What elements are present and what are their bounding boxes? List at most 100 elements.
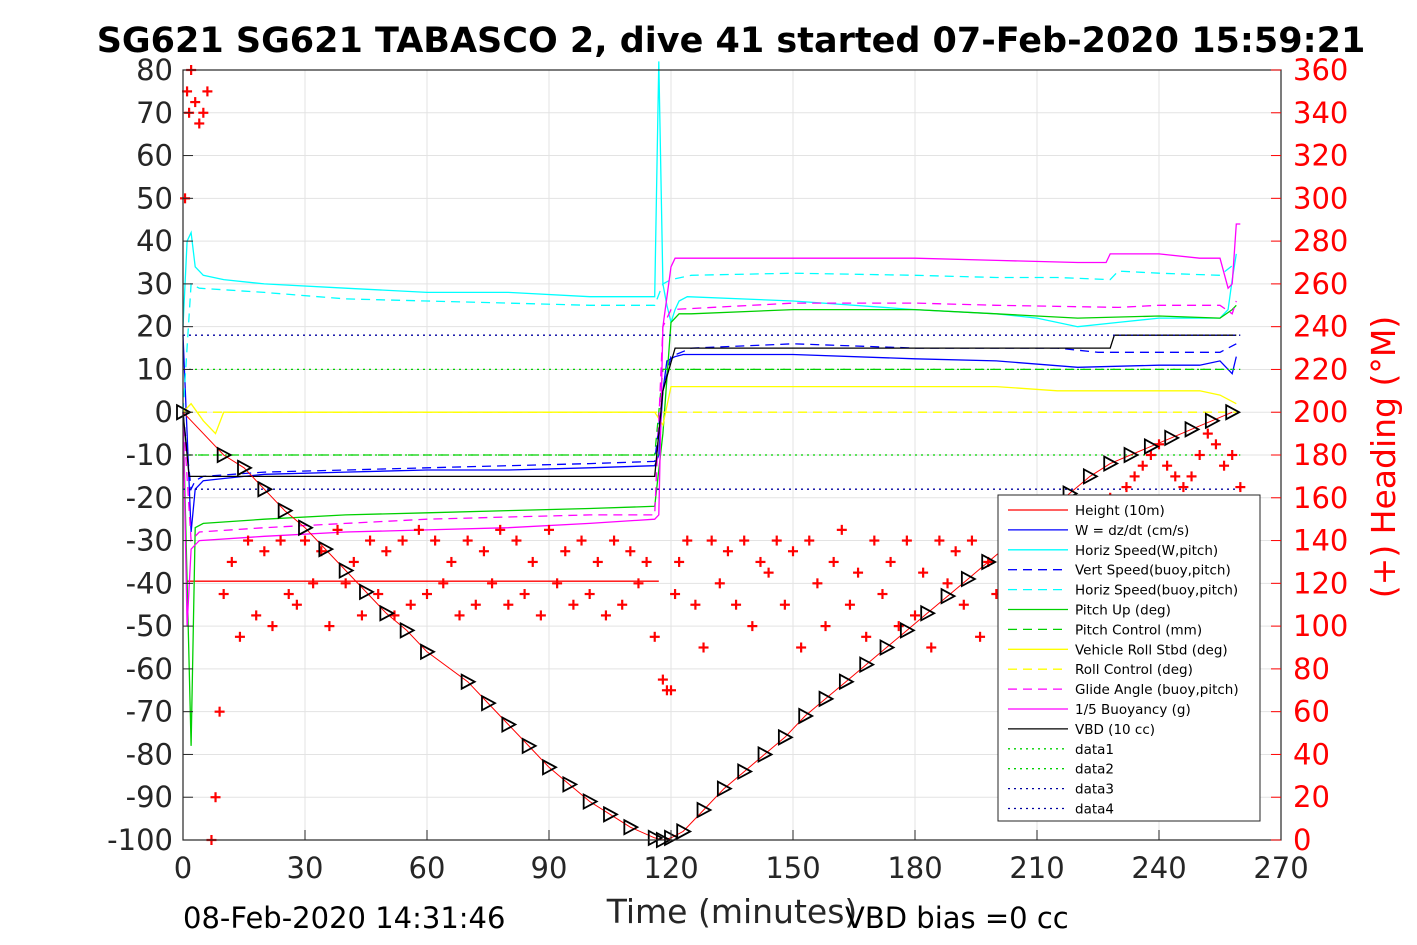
x-tick-label: 60	[409, 851, 446, 885]
legend-item-vehicle-roll-stbd-deg: Vehicle Roll Stbd (deg)	[1008, 642, 1228, 658]
heading-point	[568, 599, 579, 610]
depth-marker	[216, 446, 233, 464]
heading-point	[779, 599, 790, 610]
left-tick-label: 30	[136, 267, 173, 301]
heading-point	[844, 599, 855, 610]
heading-point	[1219, 460, 1230, 471]
left-tick-label: -50	[126, 609, 173, 643]
heading-point	[438, 578, 449, 589]
heading-point	[690, 599, 701, 610]
heading-point	[910, 610, 920, 621]
heading-point	[194, 118, 205, 129]
legend: Height (10m) W = dz/dt (cm/s) Horiz Speed(…	[997, 494, 1261, 822]
left-tick-label: 80	[136, 53, 173, 87]
depth-marker	[1123, 446, 1140, 464]
left-tick-label: 70	[136, 96, 173, 130]
depth-marker	[737, 763, 754, 781]
legend-label: Vehicle Roll Stbd (deg)	[1075, 642, 1228, 658]
depth-marker	[696, 801, 713, 819]
heading-point	[722, 546, 733, 557]
heading-point	[804, 535, 815, 546]
heading-point	[918, 567, 929, 578]
heading-point	[869, 535, 880, 546]
heading-point	[853, 567, 864, 578]
depth-marker	[501, 715, 518, 734]
depth-marker	[647, 829, 664, 847]
x-tick-label: 180	[887, 851, 942, 885]
heading-point	[592, 556, 603, 567]
depth-marker	[460, 673, 477, 691]
footer-timestamp: 08-Feb-2020 14:31:46	[183, 901, 505, 935]
heading-point	[259, 546, 270, 557]
heading-point	[324, 621, 335, 632]
heading-point	[198, 107, 209, 118]
depth-marker	[777, 728, 794, 746]
heading-point	[422, 589, 432, 600]
depth-marker	[277, 502, 294, 520]
legend-item-pitch-control-mm: Pitch Control (mm)	[1008, 622, 1202, 638]
series-vert-speed-buoy-pitch	[182, 343, 1237, 492]
x-tick-label: 240	[1131, 851, 1186, 885]
legend-label: Pitch Up (deg)	[1075, 603, 1171, 619]
heading-point	[617, 599, 628, 610]
depth-marker	[298, 519, 314, 537]
series-pitch-control-mm	[183, 368, 1233, 456]
right-tick-label: 300	[1293, 181, 1348, 215]
left-tick-label: 60	[136, 139, 173, 173]
heading-point	[966, 535, 977, 546]
depth-marker	[603, 805, 619, 823]
heading-point	[682, 535, 693, 546]
heading-point	[885, 556, 896, 567]
depth-marker	[1225, 403, 1242, 421]
heading-point	[430, 535, 441, 546]
heading-point	[657, 674, 668, 685]
heading-point	[544, 524, 554, 535]
heading-point	[397, 535, 408, 546]
legend-item-data2: data2	[1008, 762, 1114, 778]
depth-marker	[879, 638, 896, 657]
depth-marker	[582, 792, 599, 811]
left-axis-ticks: -100-90-80-70-60-50-40-30-20-10010203040…	[107, 53, 193, 857]
heading-point	[519, 589, 530, 600]
right-tick-label: 40	[1293, 737, 1330, 771]
left-tick-label: 40	[136, 224, 173, 258]
legend-item-vert-speed-buoy-pitch: Vert Speed(buoy,pitch)	[1008, 563, 1231, 579]
heading-point	[462, 535, 473, 546]
heading-point	[365, 535, 376, 546]
left-tick-label: 50	[136, 181, 173, 215]
legend-item-glide-angle-buoy-pitch: Glide Angle (buoy,pitch)	[1008, 682, 1239, 698]
heading-point	[1235, 482, 1246, 493]
left-tick-label: -30	[126, 524, 173, 558]
legend-label: Height (10m)	[1075, 503, 1165, 519]
heading-point	[1129, 471, 1140, 482]
left-tick-label: -40	[126, 566, 173, 600]
right-tick-label: 60	[1293, 695, 1330, 729]
depth-marker	[1103, 455, 1120, 473]
heading-point	[576, 535, 587, 546]
heading-point	[1227, 450, 1238, 460]
heading-point	[1202, 428, 1213, 439]
depth-marker	[399, 621, 416, 639]
depth-marker	[676, 822, 693, 840]
legend-item-height-10m: Height (10m)	[1008, 503, 1165, 519]
legend-label: Glide Angle (buoy,pitch)	[1075, 682, 1239, 698]
right-tick-label: 220	[1293, 352, 1348, 386]
heading-point	[1162, 460, 1173, 471]
heading-point	[926, 642, 937, 653]
right-tick-label: 180	[1293, 438, 1348, 472]
right-tick-label: 360	[1293, 53, 1348, 87]
right-tick-label: 280	[1293, 224, 1348, 258]
heading-point	[609, 535, 620, 546]
heading-point	[190, 97, 201, 108]
heading-point	[698, 642, 709, 653]
legend-label: data3	[1075, 782, 1114, 798]
heading-point	[182, 86, 193, 97]
legend-item-data4: data4	[1008, 802, 1114, 818]
heading-point	[511, 535, 522, 546]
legend-item-pitch-up-deg: Pitch Up (deg)	[1008, 603, 1171, 619]
depth-marker	[623, 818, 640, 836]
series-layer	[182, 61, 1241, 746]
legend-item-roll-control-deg: Roll Control (deg)	[1008, 662, 1193, 678]
right-tick-label: 0	[1293, 823, 1311, 857]
heading-point	[446, 556, 457, 567]
